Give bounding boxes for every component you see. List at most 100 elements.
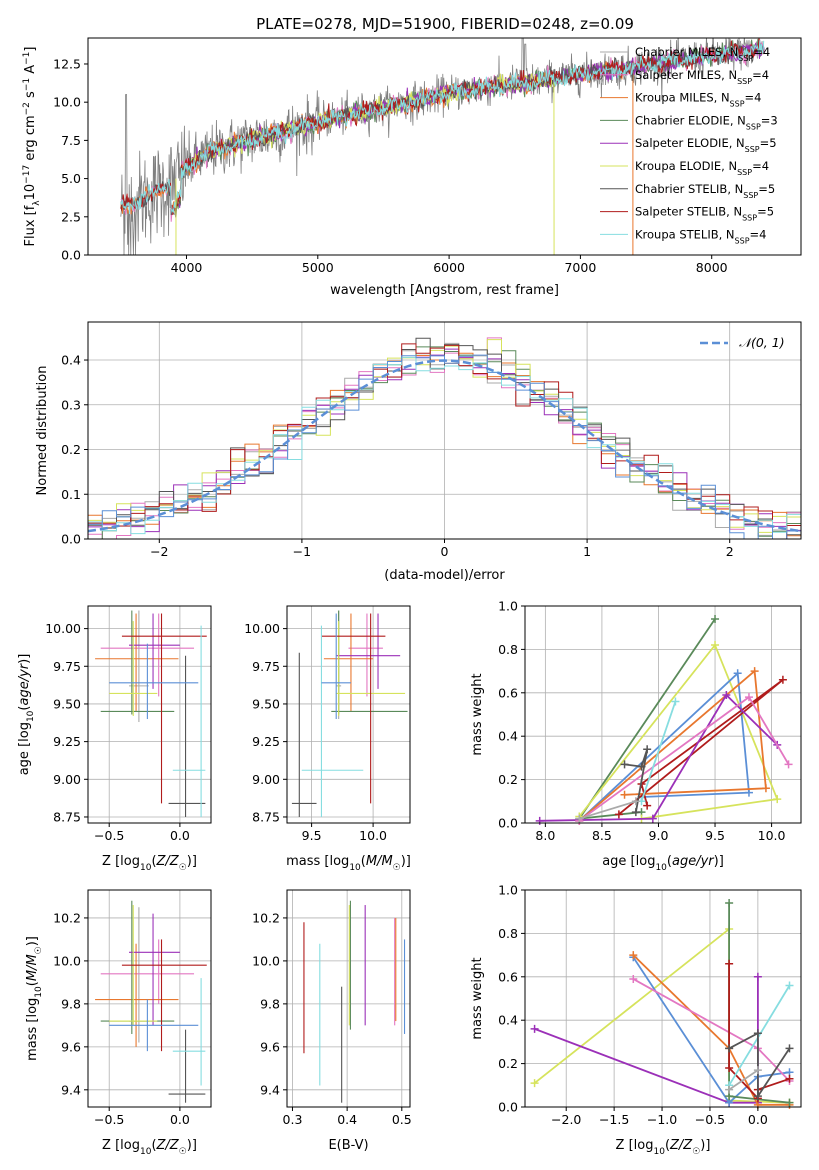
mass_vs_Z-axes [88,890,211,1107]
weight_vs_age-marker-5-0 [535,816,544,825]
mass_vs_Z-xtick-label-0: −0.5 [94,1112,124,1127]
weight_vs_Z-xtick-label-2: −1.0 [647,1112,677,1127]
age_vs_Z-plot-area [95,610,207,817]
weight_vs_Z-spine [524,889,802,1108]
mass_vs_ebv-xtick-label-1: 0.4 [337,1112,357,1127]
weight_vs_age-ytick-label-0: 0.0 [498,816,518,831]
weight_vs_Z-line-8 [728,1031,791,1100]
spectrum-xtick-label-2: 6000 [433,260,465,275]
mass_vs_ebv-ytick-label-2: 9.8 [260,996,280,1011]
residuals-ytick-label-4: 0.4 [61,353,81,368]
legend-label-0: Chabrier MILES, NSSP=4 [635,45,770,63]
legend-label-7: Salpeter STELIB, NSSP=5 [635,205,774,223]
weight_vs_age-marker-8-3 [631,808,640,817]
weight_vs_age-line-8 [624,748,649,813]
age_vs_mass-ytick-label-4: 9.75 [252,659,280,674]
legend-label-4: Salpeter ELODIE, NSSP=5 [635,136,777,154]
weight_vs_Z-marker-5-2 [785,1098,794,1107]
weight_vs_age-marker-4-3 [643,801,652,810]
legend-label-3: Chabrier ELODIE, NSSP=3 [635,113,778,130]
mass_vs_ebv-ytick-label-0: 9.4 [260,1082,280,1097]
weight_vs_Z-ytick-label-5: 1.0 [498,883,518,898]
legend-label-6: Chabrier STELIB, NSSP=5 [635,182,775,200]
spectrum-ytick-label-5: 12.5 [53,56,81,71]
legend-label-5: Kroupa ELODIE, NSSP=4 [635,159,769,177]
weight_vs_age-xlabel: age [log10(age/yr)] [602,854,724,873]
weight_vs_age-ytick-label-3: 0.6 [498,685,518,700]
age_vs_Z-ytick-label-5: 10.00 [45,621,81,636]
weight_vs_age-marker-1-2 [773,795,782,804]
weight_vs_age-xtick-label-1: 8.5 [592,828,612,843]
weight_vs_Z-plot-area [530,899,794,1109]
residuals-xtick-label-3: 1 [583,544,591,559]
spectrum-ytick-label-0: 0.0 [61,248,81,263]
spectrum-model-kroupa-stelib [120,40,765,215]
weight_vs_Z-marker-1-0 [530,1024,539,1033]
mass_vs_ebv-spine [286,889,411,1108]
weight_vs_Z-ytick-label-3: 0.6 [498,969,518,984]
weight_vs_age-marker-3-1 [750,667,759,676]
weight_vs_Z-marker-9-0 [725,1085,734,1094]
weight_vs_Z-marker-9-1 [753,1066,762,1075]
weight_vs_Z-marker-7-1 [785,981,794,990]
age_vs_Z-ytick-label-1: 9.00 [53,772,81,787]
mass_vs_ebv-ytick-label-3: 10.0 [252,953,280,968]
age_vs_mass-plot-area [291,610,408,817]
weight_vs_Z-marker-8-1 [753,1029,762,1038]
weight_vs_Z-marker-8-0 [725,1044,734,1053]
mass_vs_Z-ylabel: mass [log10(M/M☉)] [25,936,44,1061]
weight_vs_Z-marker-3-0 [629,951,638,960]
weight_vs_age-line-9 [579,800,637,820]
spectrum-ytick-label-1: 2.5 [61,209,81,224]
weight_vs_age-ytick-label-1: 0.2 [498,772,518,787]
weight_vs_age-line-3 [578,669,767,822]
weight_vs_age-ytick-label-5: 1.0 [498,599,518,614]
mass_vs_ebv-xtick-label-2: 0.5 [392,1112,412,1127]
age_vs_Z-axes [88,606,211,823]
weight_vs_Z-marker-6-0 [725,959,734,968]
spectrum-spine [87,37,802,256]
spectrum-xlabel: wavelength [Angstrom, rest frame] [330,283,559,298]
mass_vs_Z-spine [87,889,212,1108]
spectrum-xtick-label-0: 4000 [171,260,203,275]
weight_vs_age-marker-4-0 [614,810,623,819]
weight_vs_age-xtick-label-3: 9.5 [705,828,725,843]
age_vs_mass-axes [287,606,410,823]
mass_vs_Z-plot-area [95,900,207,1103]
legend-label-1: Salpeter MILES, NSSP=4 [635,68,769,86]
weight_vs_age-marker-1-1 [711,641,720,650]
weight_vs_Z-xlabel: Z [log10(Z/Z☉)] [616,1138,711,1157]
weight_vs_age-marker-0-0 [711,615,720,624]
weight_vs_age-spine [524,605,802,824]
mass_vs_ebv-xtick-label-0: 0.3 [283,1112,303,1127]
spectrum-ytick-label-2: 5.0 [61,171,81,186]
mass_vs_ebv-xlabel: E(B-V) [328,1138,368,1153]
weight_vs_age-ylabel: mass weight [470,673,485,755]
figure-title: PLATE=0278, MJD=51900, FIBERID=0248, z=0… [256,15,634,33]
mass_vs_Z-ytick-label-4: 10.2 [53,910,81,925]
age_vs_Z-frame: −0.5 0.0 8.75 9.00 9.25 9.50 9.75 10.00 [45,605,212,843]
age_vs_Z-ytick-label-3: 9.50 [53,696,81,711]
weight_vs_Z-line-7 [728,985,791,1086]
weight_vs_Z-line-2 [632,956,790,1105]
age_vs_Z-ytick-label-2: 9.25 [53,734,81,749]
weight_vs_Z-line-3 [632,954,790,1106]
weight_vs_age-marker-6-2 [784,760,793,769]
age_vs_mass-ytick-label-5: 10.00 [244,621,280,636]
spectrum-model-kroupa-miles [120,61,634,255]
residuals-xtick-label-1: −1 [293,544,311,559]
mass_vs_Z-frame: −0.5 0.0 9.4 9.6 9.8 10.0 10.2 [53,889,212,1127]
age_vs_mass-spine [286,605,411,824]
weight_vs_age-frame: 8.0 8.5 9.0 9.5 10.0 0.0 0.2 0.4 0.6 0.8 1.0 [498,599,802,843]
residuals-legend-label: 𝒩(0, 1) [739,335,785,350]
age_vs_Z-xlabel: Z [log10(Z/Z☉)] [102,854,197,873]
weight_vs_age-xtick-label-4: 10.0 [758,828,786,843]
weight_vs_Z-xtick-label-0: −2.0 [551,1112,581,1127]
residuals-ytick-label-2: 0.2 [61,442,81,457]
weight_vs_age-plot-area [535,615,793,825]
weight_vs_age-marker-5-1 [648,814,657,823]
residuals-xlabel: (data-model)/error [384,568,505,583]
legend-label-2: Kroupa MILES, NSSP=4 [635,91,761,109]
weight_vs_age-line-0 [577,618,716,820]
